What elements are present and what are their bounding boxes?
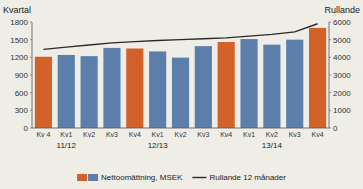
x-tick-label: Kv4 [129,131,141,138]
y2-tick-label: 3000 [333,71,351,80]
annotation: 13/14 [262,141,283,150]
y2-tick-label: 2000 [333,89,351,98]
y2-tick [329,75,331,76]
x-tick-label: Kv1 [152,131,164,138]
annotation: 12/13 [148,141,169,150]
y2-tick [329,57,331,58]
bar [58,55,75,128]
legend: Nettoomättning, MSEK Rullande 12 månader [77,173,286,182]
x-axis-line [32,128,329,129]
y2-tick-label: 4000 [333,53,351,62]
y-tick-label: 1800 [10,18,28,27]
legend-line [192,177,206,178]
y2-tick-label: 0 [333,124,338,133]
y2-tick-label: 1000 [333,106,351,115]
y2-tick [329,22,331,23]
legend-label: Rullande 12 månader [209,173,286,182]
y-tick [30,39,32,40]
y-tick [30,92,32,93]
x-tick-label: Kv 4 [36,131,50,138]
line [43,24,317,50]
chart: 0 300 600 900 1200 1500 1800 0 1000 2000 3000 4000 5… [0,0,363,189]
y-tick-label: 600 [15,89,29,98]
x-tick-label: Kv3 [197,131,209,138]
x-tick-label: Kv1 [243,131,255,138]
x-tick-label: Kv2 [174,131,186,138]
bar [149,51,166,128]
y2-tick-label: 6000 [333,18,351,27]
y2-tick [329,110,331,111]
bar [81,56,98,128]
bar [240,39,257,128]
y-tick-label: 1500 [10,36,28,45]
plot-area [35,24,326,128]
x-tick-label: Kv2 [266,131,278,138]
y2-tick [329,92,331,93]
y-tick-label: 1200 [10,53,28,62]
y2-axis-title: Rullande [324,5,360,15]
y2-tick-label: 5000 [333,36,351,45]
y-axis-title: Kvartal [3,5,31,15]
bar [126,49,143,129]
background [0,0,363,189]
y-tick-label: 900 [15,71,29,80]
bar [35,57,52,128]
annotation: 11/12 [57,141,77,150]
bar [218,42,235,128]
y-tick-label: 300 [15,106,29,115]
y-tick [30,110,32,111]
y-tick [30,75,32,76]
bar [195,46,212,128]
y2-tick [329,128,331,129]
legend-label: Nettoomättning, MSEK [101,173,183,182]
legend-swatch [77,174,87,181]
x-tick-label: Kv3 [106,131,118,138]
x-tick-label: Kv3 [289,131,301,138]
legend-swatch [88,174,98,181]
x-tick-label: Kv4 [220,131,232,138]
bar [172,58,189,128]
y-tick [30,22,32,23]
bar [286,40,303,128]
y2-tick [329,39,331,40]
bar [263,45,280,128]
bar [103,48,120,128]
x-tick-label: Kv4 [312,131,324,138]
x-tick-label: Kv2 [83,131,95,138]
bar [309,28,326,128]
y-tick [30,57,32,58]
y-tick-label: 0 [24,124,29,133]
y-tick [30,128,32,129]
x-tick-label: Kv1 [60,131,72,138]
